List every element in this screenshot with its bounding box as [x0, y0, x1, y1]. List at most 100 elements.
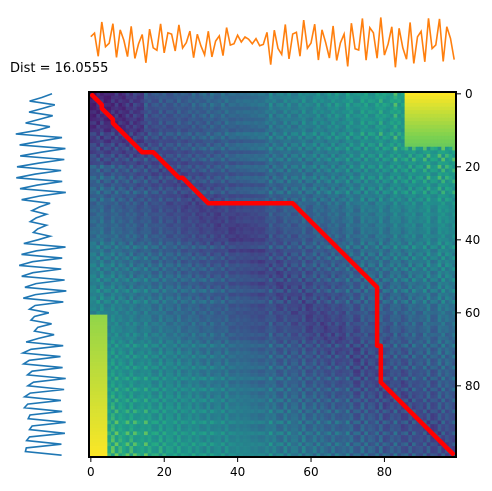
heatmap-cell [386, 110, 391, 115]
heatmap-cell [213, 99, 218, 104]
heatmap-cell [246, 172, 251, 177]
heatmap-cell [342, 223, 347, 228]
heatmap-cell [367, 186, 372, 191]
heatmap-cell [243, 121, 248, 126]
heatmap-cell [441, 146, 446, 151]
heatmap-cell [125, 143, 130, 148]
heatmap-cell [188, 150, 193, 155]
heatmap-cell [323, 245, 328, 250]
heatmap-cell [316, 124, 321, 129]
heatmap-cell [202, 245, 207, 250]
heatmap-cell [268, 124, 273, 129]
heatmap-cell [265, 190, 270, 195]
heatmap-cell [294, 132, 299, 137]
heatmap-cell [217, 212, 222, 217]
heatmap-cell [345, 150, 350, 155]
heatmap-cell [448, 183, 453, 188]
heatmap-cell [191, 230, 196, 235]
heatmap-cell [378, 194, 383, 199]
heatmap-cell [195, 124, 200, 129]
heatmap-cell [151, 143, 156, 148]
heatmap-cell [400, 270, 405, 275]
heatmap-cell [188, 190, 193, 195]
heatmap-cell [411, 99, 416, 104]
heatmap-cell [268, 205, 273, 210]
heatmap-cell [404, 161, 409, 166]
heatmap-cell [312, 165, 317, 169]
heatmap-cell [448, 263, 453, 268]
heatmap-cell [371, 161, 376, 166]
heatmap-cell [305, 227, 310, 232]
heatmap-cell [243, 216, 248, 221]
heatmap-cell [89, 205, 94, 210]
heatmap-cell [287, 186, 292, 191]
heatmap-cell [92, 186, 97, 191]
heatmap-cell [268, 238, 273, 242]
heatmap-cell [342, 154, 347, 159]
heatmap-cell [312, 208, 317, 213]
heatmap-cell [133, 139, 138, 144]
heatmap-cell [140, 99, 145, 104]
heatmap-cell [367, 194, 372, 199]
heatmap-cell [177, 201, 182, 206]
heatmap-cell [393, 124, 398, 129]
heatmap-cell [235, 161, 240, 166]
heatmap-cell [243, 175, 248, 180]
heatmap-cell [433, 223, 438, 228]
heatmap-cell [206, 227, 211, 232]
heatmap-cell [320, 179, 325, 184]
heatmap-cell [202, 183, 207, 188]
heatmap-cell [433, 234, 438, 239]
heatmap-cell [378, 205, 383, 210]
heatmap-cell [360, 128, 365, 133]
heatmap-cell [408, 194, 413, 199]
heatmap-cell [261, 95, 266, 100]
heatmap-cell [448, 259, 453, 264]
heatmap-cell [202, 154, 207, 159]
heatmap-cell [140, 194, 145, 199]
heatmap-cell [122, 99, 127, 104]
heatmap-cell [279, 95, 284, 100]
heatmap-cell [298, 252, 303, 257]
heatmap-cell [393, 99, 398, 104]
heatmap-cell [371, 157, 376, 162]
heatmap-cell [426, 161, 431, 166]
heatmap-cell [279, 102, 284, 107]
heatmap-cell [195, 110, 200, 115]
heatmap-cell [400, 113, 405, 118]
heatmap-cell [345, 161, 350, 166]
heatmap-cell [257, 186, 262, 191]
heatmap-cell [169, 234, 174, 239]
heatmap-cell [323, 205, 328, 210]
heatmap-cell [129, 172, 134, 177]
heatmap-cell [224, 135, 229, 140]
heatmap-cell [312, 168, 317, 173]
heatmap-cell [334, 117, 339, 122]
heatmap-cell [426, 256, 431, 261]
heatmap-cell [452, 175, 457, 180]
heatmap-cell [92, 179, 97, 184]
heatmap-cell [444, 183, 450, 188]
heatmap-cell [316, 95, 321, 100]
heatmap-cell [349, 212, 354, 217]
heatmap-cell [210, 154, 215, 159]
heatmap-cell [96, 132, 101, 137]
heatmap-cell [298, 150, 303, 155]
heatmap-cell [129, 146, 134, 151]
heatmap-cell [169, 259, 174, 264]
heatmap-cell [272, 161, 277, 166]
heatmap-cell [235, 183, 240, 188]
heatmap-cell [151, 99, 156, 104]
heatmap-cell [320, 227, 325, 232]
heatmap-cell [404, 201, 409, 206]
heatmap-cell [279, 92, 284, 96]
heatmap-cell [217, 183, 222, 188]
heatmap-cell [386, 212, 391, 217]
heatmap-cell [312, 106, 317, 111]
heatmap-cell [305, 165, 310, 169]
heatmap-cell [404, 205, 409, 210]
heatmap-cell [89, 132, 94, 137]
heatmap-cell [312, 157, 317, 162]
heatmap-cell [309, 175, 314, 180]
heatmap-cell [327, 223, 332, 228]
